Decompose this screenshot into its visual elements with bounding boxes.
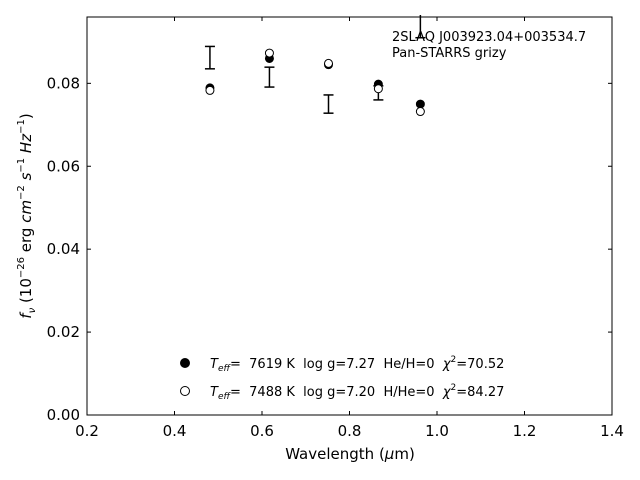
legend-entry-2: Teff= 7488 K log g=7.20 H/He=0 χ2=84.27 xyxy=(210,383,504,402)
axis-ticks: 0.2 0.4 0.6 0.8 1.0 1.2 1.4 0.00 0.02 0.04 0.06 0.0… xyxy=(47,17,624,440)
x-tick-label: 0.2 xyxy=(75,422,99,440)
y-tick-label: 0.08 xyxy=(47,74,80,92)
model-point-open xyxy=(324,58,333,68)
model-point-open xyxy=(373,84,383,94)
model-point-open xyxy=(415,107,425,117)
x-tick-label: 1.0 xyxy=(425,422,449,440)
model-point-open xyxy=(264,48,274,58)
legend-marker-open xyxy=(180,386,190,396)
plot-area xyxy=(86,16,613,416)
legend-entry-1: Teff= 7619 K log g=7.27 He/H=0 χ2=70.52 xyxy=(210,355,504,374)
annotation-object-name: 2SLAQ J003923.04+003534.7 xyxy=(392,30,586,45)
legend: Teff= 7619 K log g=7.27 He/H=0 χ2=70.52 … xyxy=(180,355,504,402)
data-marks xyxy=(204,15,426,117)
y-tick-label: 0.06 xyxy=(47,157,80,175)
model-point-filled xyxy=(415,99,425,109)
x-tick-label: 0.4 xyxy=(163,422,187,440)
legend-marker-filled xyxy=(180,358,190,368)
y-tick-label: 0.04 xyxy=(47,240,80,258)
model-point-open xyxy=(205,85,215,95)
annotation-survey: Pan-STARRS grizy xyxy=(392,46,507,61)
x-tick-label: 0.8 xyxy=(338,422,362,440)
x-tick-label: 1.2 xyxy=(513,422,537,440)
x-tick-label: 1.4 xyxy=(600,422,624,440)
x-tick-label: 0.6 xyxy=(250,422,274,440)
y-axis-label: fν (10−26 erg cm−2 s−1 Hz−1) xyxy=(16,113,38,318)
y-tick-label: 0.00 xyxy=(47,406,80,424)
x-axis-label: Wavelength (μm) xyxy=(285,445,415,463)
y-tick-label: 0.02 xyxy=(47,323,80,341)
